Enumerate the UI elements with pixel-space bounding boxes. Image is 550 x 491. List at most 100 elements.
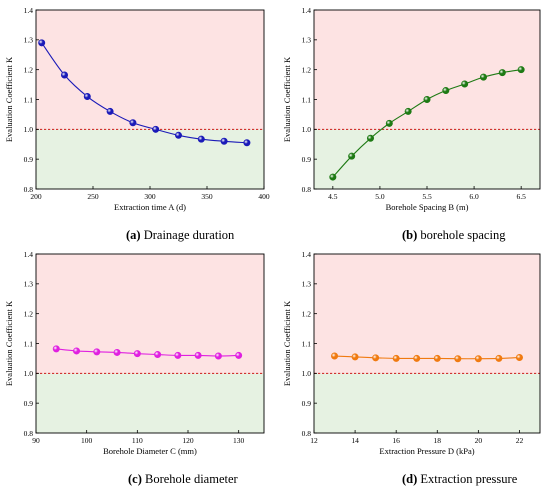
data-point: [515, 354, 523, 362]
data-point: [392, 354, 400, 362]
y-tick-label: 1.3: [24, 280, 34, 289]
y-tick-label: 1.1: [24, 339, 34, 348]
y-tick-label: 0.9: [24, 155, 34, 164]
plot-frame: [35, 9, 265, 190]
region-above-threshold: [314, 10, 540, 130]
x-tick-label: 20: [475, 436, 483, 445]
x-axis-label: Borehole Spacing B (m): [386, 202, 469, 212]
data-point: [404, 107, 412, 115]
x-tick-label: 200: [30, 192, 42, 201]
data-point: [214, 352, 222, 360]
data-point: [129, 119, 137, 127]
data-point: [329, 173, 337, 181]
data-point: [133, 350, 141, 358]
data-point: [433, 354, 441, 362]
x-tick-label: 130: [233, 436, 245, 445]
y-tick-label: 1.2: [24, 65, 34, 74]
data-point: [197, 135, 205, 143]
data-point: [243, 139, 251, 147]
y-tick-label: 0.9: [24, 399, 34, 408]
data-point: [385, 119, 393, 127]
x-tick-label: 12: [310, 436, 318, 445]
region-above-threshold: [314, 254, 540, 374]
y-tick-label: 0.9: [302, 399, 312, 408]
data-point: [73, 347, 81, 355]
y-tick-label: 0.9: [302, 155, 312, 164]
chart-caption: (b) borehole spacing: [402, 228, 506, 242]
x-tick-label: 250: [87, 192, 99, 201]
chart-b: 0.8 0.9 1.0 1.1 1.2 1.3 1.4 4.5 5.0 5.5 6.0 6.5 Bore…: [282, 6, 541, 242]
data-point: [517, 66, 525, 74]
x-axis-label: Extraction Pressure D (kPa): [379, 446, 474, 456]
y-axis-label: Evaluation Coefficient K: [282, 300, 292, 386]
data-point: [220, 137, 228, 145]
data-point: [235, 351, 243, 359]
x-axis-label: Extraction time A (d): [114, 202, 186, 212]
y-tick-label: 1.1: [302, 95, 312, 104]
region-below-threshold: [36, 129, 264, 189]
data-point: [423, 96, 431, 104]
data-point: [372, 354, 380, 362]
y-tick-label: 1.1: [24, 95, 34, 104]
data-point: [106, 107, 114, 115]
caption-tag: (d): [402, 472, 417, 486]
chart-caption: (a) Drainage duration: [126, 228, 235, 242]
y-axis-label: Evaluation Coefficient K: [4, 300, 14, 386]
y-tick-label: 1.4: [302, 6, 312, 15]
x-axis-label: Borehole Diameter C (mm): [103, 446, 197, 456]
data-point: [442, 87, 450, 95]
series-line: [334, 355, 520, 360]
y-axis-label: Evaluation Coefficient K: [4, 56, 14, 142]
x-tick-label: 22: [516, 436, 524, 445]
caption-text: Drainage duration: [141, 228, 235, 242]
data-point: [366, 134, 374, 142]
chart-d: 0.8 0.9 1.0 1.1 1.2 1.3 1.4 12 14 16 18 20 22 Extract…: [282, 250, 541, 486]
y-tick-label: 1.3: [302, 36, 312, 45]
x-tick-label: 14: [351, 436, 359, 445]
y-tick-label: 1.0: [24, 369, 34, 378]
x-tick-label: 4.5: [328, 192, 338, 201]
data-point: [498, 69, 506, 77]
x-tick-label: 5.0: [375, 192, 385, 201]
caption-tag: (c): [128, 472, 142, 486]
y-tick-label: 1.3: [302, 280, 312, 289]
x-tick-label: 6.0: [469, 192, 479, 201]
chart-a: 0.8 0.9 1.0 1.1 1.2 1.3 1.4 200 250 300 350 400 Extr…: [4, 6, 270, 242]
data-point: [194, 351, 202, 359]
data-point: [413, 354, 421, 362]
x-tick-label: 6.5: [516, 192, 526, 201]
data-point: [479, 73, 487, 81]
caption-text: borehole spacing: [417, 228, 506, 242]
y-tick-label: 1.4: [302, 250, 312, 259]
series-line: [56, 348, 239, 357]
y-tick-label: 0.8: [24, 185, 34, 194]
region-below-threshold: [314, 373, 540, 433]
plot-frame: [313, 9, 541, 190]
x-tick-label: 18: [434, 436, 442, 445]
caption-text: Extraction pressure: [417, 472, 517, 486]
caption-text: Borehole diameter: [142, 472, 239, 486]
region-below-threshold: [314, 129, 540, 189]
x-tick-label: 100: [81, 436, 93, 445]
plot-frame: [313, 253, 541, 434]
data-point: [52, 345, 60, 353]
x-tick-label: 120: [182, 436, 194, 445]
data-point: [495, 354, 503, 362]
y-axis-label: Evaluation Coefficient K: [282, 56, 292, 142]
data-point: [331, 352, 339, 360]
y-tick-label: 0.8: [302, 429, 312, 438]
data-point: [474, 355, 482, 363]
data-point: [83, 93, 91, 101]
data-point: [175, 131, 183, 139]
series-line: [41, 42, 247, 144]
y-tick-label: 1.2: [302, 309, 312, 318]
y-tick-label: 1.0: [24, 125, 34, 134]
y-tick-label: 1.1: [302, 339, 312, 348]
y-tick-label: 1.4: [24, 250, 34, 259]
data-point: [93, 348, 101, 356]
x-tick-label: 110: [132, 436, 143, 445]
data-point: [60, 71, 68, 79]
x-tick-label: 16: [392, 436, 400, 445]
data-point: [152, 125, 160, 133]
